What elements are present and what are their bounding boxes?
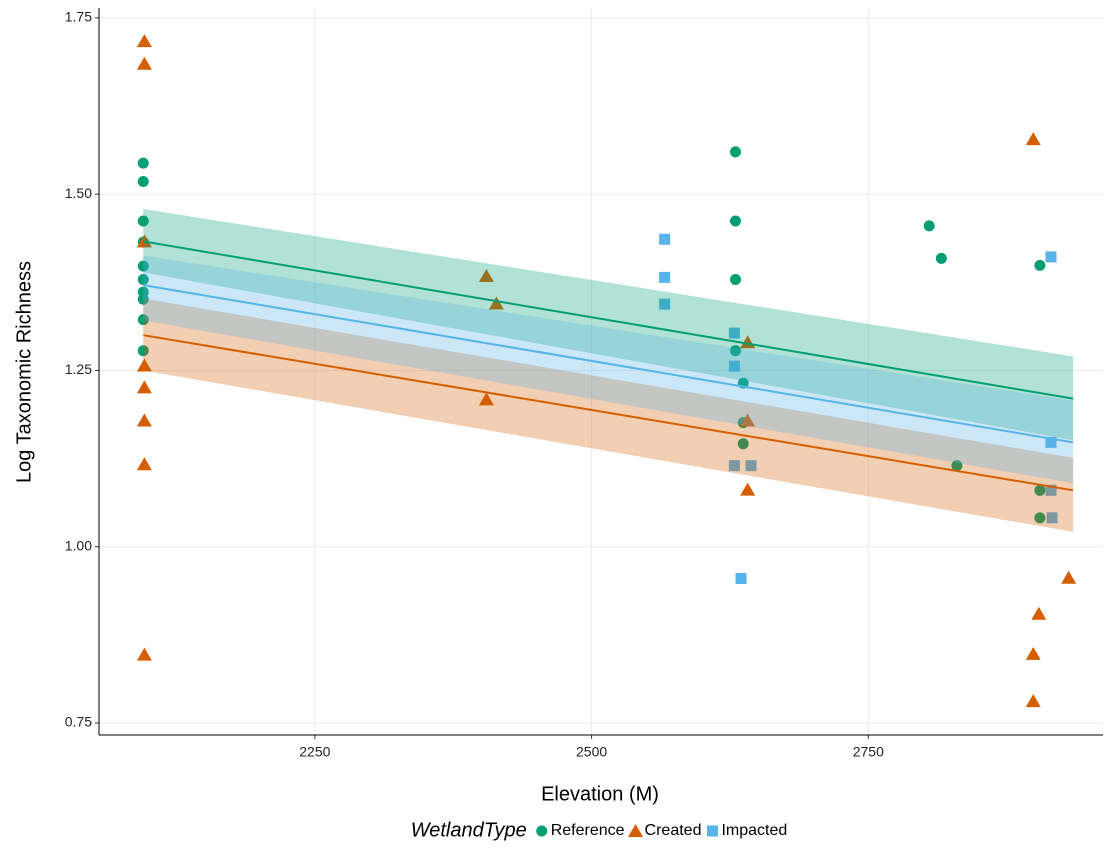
point xyxy=(729,273,741,285)
fit-line xyxy=(143,334,1074,492)
point xyxy=(136,56,152,70)
y-axis-title: Log Taxonomic Richness xyxy=(13,261,35,483)
point xyxy=(728,460,740,472)
point xyxy=(729,345,741,357)
point xyxy=(745,460,757,472)
point xyxy=(1045,484,1057,496)
point xyxy=(1045,436,1057,448)
legend-key xyxy=(628,824,644,837)
x-tick-label: 2250 xyxy=(299,744,330,760)
point xyxy=(136,413,152,427)
legend-label: Created xyxy=(645,822,702,839)
point xyxy=(740,413,756,427)
point xyxy=(137,215,149,227)
point xyxy=(137,260,149,272)
point xyxy=(728,327,740,339)
legend: WetlandType Reference Created Impacted xyxy=(411,819,788,841)
legend-label: Reference xyxy=(551,822,625,839)
point xyxy=(1025,646,1041,660)
point xyxy=(1046,512,1058,524)
point xyxy=(137,175,149,187)
fit-line xyxy=(143,240,1074,400)
point xyxy=(136,358,152,372)
grid xyxy=(99,8,1103,735)
point xyxy=(659,271,671,283)
point xyxy=(740,482,756,496)
point xyxy=(737,438,749,450)
legend-key xyxy=(536,825,548,837)
confidence-band xyxy=(143,298,1074,532)
point xyxy=(137,345,149,357)
y-tick-label: 1.75 xyxy=(65,9,92,25)
point xyxy=(729,146,741,158)
point xyxy=(136,457,152,471)
legend-title: WetlandType xyxy=(411,819,527,841)
point xyxy=(478,392,494,406)
x-axis-title: Elevation (M) xyxy=(541,783,659,805)
y-tick-label: 1.50 xyxy=(65,185,92,201)
point xyxy=(1034,259,1046,271)
point xyxy=(951,460,963,472)
point xyxy=(1061,570,1077,584)
confidence-band xyxy=(143,208,1074,441)
point xyxy=(478,268,494,282)
point xyxy=(136,647,152,661)
confidence-band xyxy=(143,255,1074,484)
point xyxy=(1025,694,1041,708)
point xyxy=(488,296,504,310)
point xyxy=(735,572,747,584)
point xyxy=(137,157,149,169)
point xyxy=(1034,484,1046,496)
point xyxy=(659,233,671,245)
y-tick-label: 1.00 xyxy=(65,537,92,553)
point xyxy=(728,360,740,372)
point xyxy=(729,215,741,227)
point xyxy=(935,252,947,264)
x-tick-label: 2500 xyxy=(576,744,607,760)
point xyxy=(923,220,935,232)
legend-key xyxy=(706,825,718,837)
point xyxy=(137,293,149,305)
x-tick-label: 2750 xyxy=(853,744,884,760)
point xyxy=(1045,251,1057,263)
y-tick-label: 1.25 xyxy=(65,361,92,377)
legend-label: Impacted xyxy=(721,822,787,839)
y-tick-label: 0.75 xyxy=(65,714,92,730)
point xyxy=(137,273,149,285)
point xyxy=(1025,132,1041,146)
point xyxy=(137,314,149,326)
point xyxy=(136,34,152,48)
fit-line xyxy=(143,284,1074,444)
point xyxy=(659,298,671,310)
point xyxy=(1031,606,1047,620)
point xyxy=(136,380,152,394)
point xyxy=(1034,512,1046,524)
